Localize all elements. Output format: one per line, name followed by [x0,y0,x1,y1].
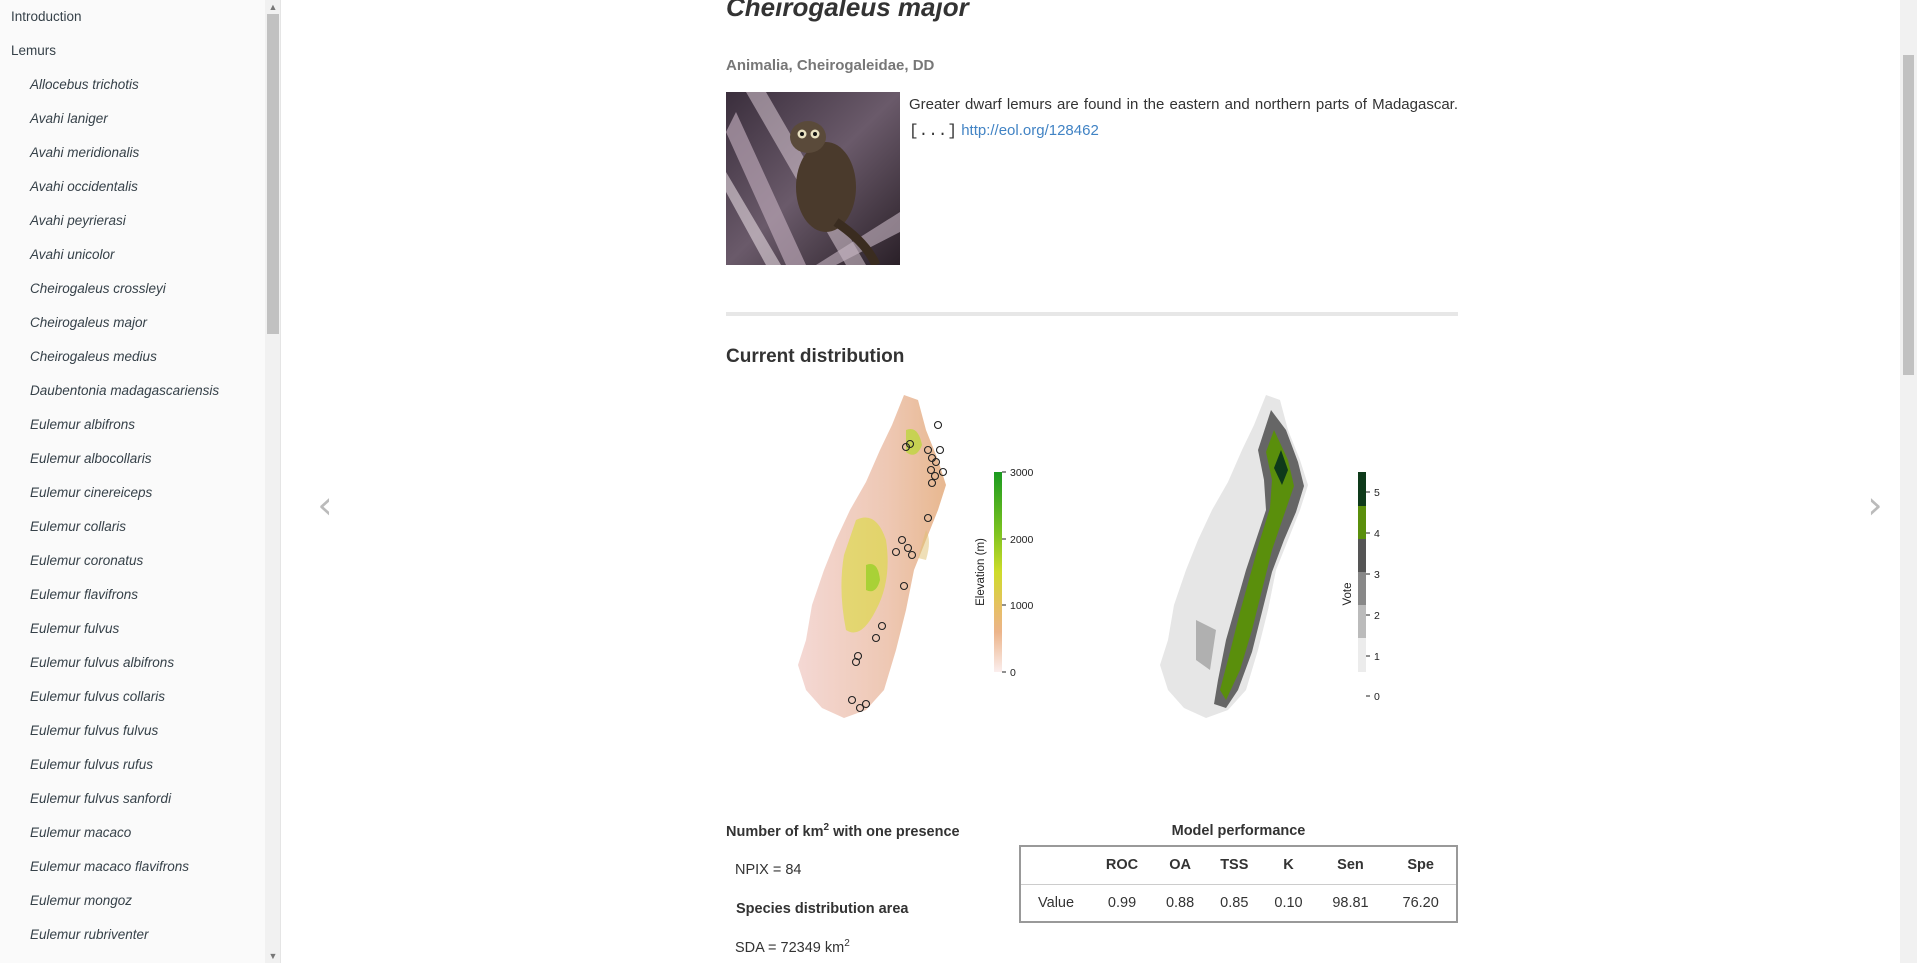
elevation-tick: 2000 [1010,534,1034,546]
npix-heading-text: Number of km [726,823,824,840]
previous-page-chevron-icon[interactable]: ‹ [317,483,333,527]
table-row: Value 0.99 0.88 0.85 0.10 98.81 76.20 [1020,884,1457,922]
next-page-chevron-icon[interactable]: › [1867,483,1883,527]
table-cell: 0.99 [1107,894,1137,911]
distribution-maps: 3000 2000 1000 0 Elevation (m) [798,395,1380,718]
table-header-cell: TSS [1207,846,1262,885]
eol-link[interactable]: http://eol.org/128462 [961,122,1099,139]
table-header-cell: Sen [1315,846,1386,885]
sidebar-item-eulemur-fulvus[interactable]: Eulemur fulvus [30,621,120,636]
elevation-tick: 1000 [1010,600,1034,612]
page-title: Cheirogaleus major [726,0,969,22]
sidebar-item-eulemur-flavifrons[interactable]: Eulemur flavifrons [30,587,139,602]
vote-tick: 0 [1374,691,1380,703]
table-cell: Value [1038,894,1075,911]
sda-heading: Species distribution area [736,901,909,917]
sidebar-item-cheirogaleus-crossleyi[interactable]: Cheirogaleus crossleyi [30,281,166,296]
species-photo [726,92,900,265]
page-scrollbar[interactable] [1900,0,1917,963]
elevation-tick: 0 [1010,667,1016,679]
vote-tick: 1 [1374,651,1380,663]
sidebar-item-eulemur-fulvus-albifrons[interactable]: Eulemur fulvus albifrons [30,655,175,670]
sidebar-item-eulemur-cinereiceps[interactable]: Eulemur cinereiceps [30,485,153,500]
sidebar-list: Introduction Lemurs Allocebus trichotis Ava… [0,0,280,952]
scroll-up-arrow-icon[interactable]: ▲ [268,2,278,12]
npix-heading: Number of km2 with one presence [726,822,960,840]
vote-tick: 5 [1374,487,1380,499]
sidebar-item-eulemur-albocollaris[interactable]: Eulemur albocollaris [30,451,152,466]
section-title-current-distribution: Current distribution [726,346,905,367]
sidebar-item-daubentonia-madagascariensis[interactable]: Daubentonia madagascariensis [30,383,220,398]
sidebar-item-lemurs[interactable]: Lemurs [11,43,57,58]
elevation-tick: 3000 [1010,467,1034,479]
vote-tick: 2 [1374,610,1380,622]
sidebar-scroll-thumb[interactable] [267,14,279,334]
sidebar-item-eulemur-rubriventer[interactable]: Eulemur rubriventer [30,927,149,942]
sidebar-item-eulemur-collaris[interactable]: Eulemur collaris [30,519,127,534]
sidebar-item-cheirogaleus-medius[interactable]: Cheirogaleus medius [30,349,157,364]
sidebar-item-avahi-laniger[interactable]: Avahi laniger [30,111,108,126]
vote-tick: 3 [1374,569,1380,581]
model-performance-table: ROC OA TSS K Sen Spe Value 0.99 0.88 0.8… [1019,845,1458,923]
table-cell: 0.85 [1220,894,1249,911]
table-cell: 98.81 [1332,894,1369,911]
sidebar-item-eulemur-fulvus-fulvus[interactable]: Eulemur fulvus fulvus [30,723,159,738]
sidebar-item-avahi-peyrierasi[interactable]: Avahi peyrierasi [30,213,126,228]
sidebar-item-eulemur-fulvus-rufus[interactable]: Eulemur fulvus rufus [30,757,154,772]
table-header-cell: Spe [1385,846,1457,885]
sidebar-item-avahi-occidentalis[interactable]: Avahi occidentalis [30,179,138,194]
elevation-map: 3000 2000 1000 0 Elevation (m) [798,395,1034,718]
sidebar-item-eulemur-mongoz[interactable]: Eulemur mongoz [30,893,133,908]
sidebar-item-cheirogaleus-major[interactable]: Cheirogaleus major [30,315,148,330]
npix-value: NPIX = 84 [735,862,802,878]
sidebar-item-avahi-unicolor[interactable]: Avahi unicolor [30,247,115,262]
sidebar-scrollbar[interactable]: ▲ ▼ [265,0,280,963]
scroll-down-arrow-icon[interactable]: ▼ [268,951,278,961]
table-header-cell: ROC [1091,846,1153,885]
vote-legend-title: Vote [1342,582,1354,605]
vote-legend-bar [1358,472,1366,672]
sidebar-item-eulemur-macaco[interactable]: Eulemur macaco [30,825,132,840]
table-cell: 76.20 [1402,894,1439,911]
npix-heading-tail: with one presence [829,823,960,840]
taxonomy-line: Animalia, Cheirogaleidae, DD [726,57,935,74]
sda-value-text: SDA = 72349 km [735,939,845,956]
sda-value: SDA = 72349 km2 [735,938,850,956]
table-header-row: ROC OA TSS K Sen Spe [1020,846,1457,885]
sidebar-item-eulemur-fulvus-collaris[interactable]: Eulemur fulvus collaris [30,689,166,704]
table-header-cell: OA [1152,846,1208,885]
section-divider [726,312,1458,316]
sidebar-item-introduction[interactable]: Introduction [11,9,82,24]
description-ellipsis: [...] [909,122,958,140]
table-cell: 0.88 [1165,894,1195,911]
table-cell: 0.10 [1274,894,1303,911]
table-header-cell [1020,846,1092,885]
npix-heading-sup: 2 [823,822,830,833]
page-scroll-thumb[interactable] [1903,55,1914,375]
sidebar: Introduction Lemurs Allocebus trichotis Ava… [0,0,281,963]
vote-map: 5 4 3 2 1 0 Vote [1160,395,1380,718]
sda-value-sup: 2 [844,938,850,949]
sidebar-item-eulemur-albifrons[interactable]: Eulemur albifrons [30,417,136,432]
table-header-cell: K [1261,846,1316,885]
vote-tick: 4 [1374,528,1380,540]
sidebar-item-eulemur-macaco-flavifrons[interactable]: Eulemur macaco flavifrons [30,859,190,874]
description-text: Greater dwarf lemurs are found in the ea… [909,96,1458,113]
sidebar-item-eulemur-coronatus[interactable]: Eulemur coronatus [30,553,144,568]
sidebar-item-avahi-meridionalis[interactable]: Avahi meridionalis [30,145,140,160]
species-description: Greater dwarf lemurs are found in the ea… [909,92,1458,144]
elevation-legend-title: Elevation (m) [975,538,987,606]
sidebar-item-allocebus-trichotis[interactable]: Allocebus trichotis [30,77,139,92]
model-performance-caption: Model performance [1171,823,1306,839]
sidebar-item-eulemur-fulvus-sanfordi[interactable]: Eulemur fulvus sanfordi [30,791,172,806]
elevation-legend-bar [994,472,1002,672]
occurrence-points [847,420,948,713]
